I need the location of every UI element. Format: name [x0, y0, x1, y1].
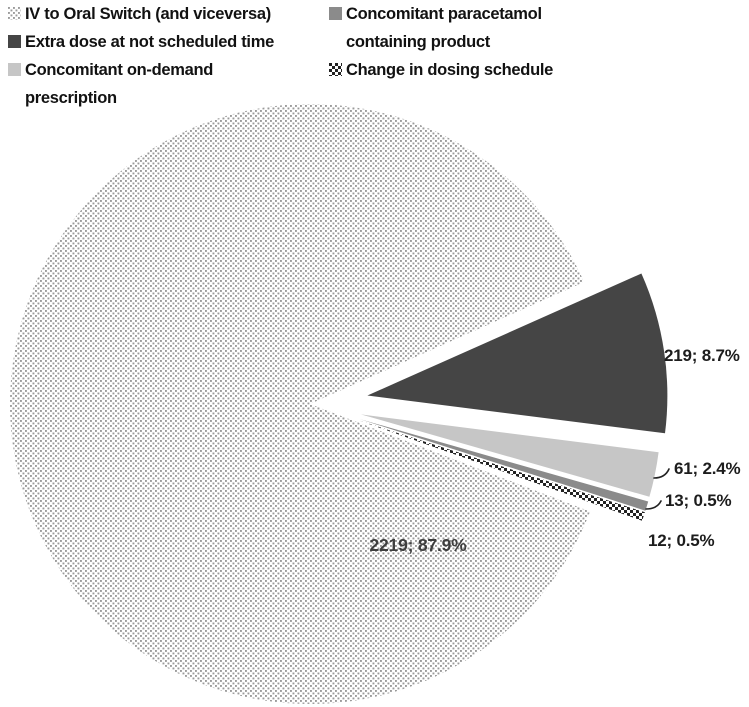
- pie-slices: [10, 103, 668, 704]
- pie-slice-concomitant-paracetamol: [359, 419, 649, 511]
- legend-label: Concomitant on-demand: [25, 61, 214, 79]
- leader-line-concomitant-paracetamol: [645, 500, 662, 510]
- pie-slice-iv-to-oral-switch: [10, 103, 591, 704]
- dark-square-swatch-icon: [8, 35, 21, 48]
- data-labels: 2219; 87.9% 219; 8.7% 61; 2.4% 13; 0.5% 12; …: [369, 346, 740, 555]
- legend-label: Change in dosing schedule: [346, 61, 554, 79]
- legend-item-concomitant-on-demand: Concomitant on-demand prescription: [8, 56, 323, 112]
- legend-item-change-dosing-schedule: Change in dosing schedule: [329, 56, 584, 84]
- pie-slice-extra-dose-not-scheduled: [367, 273, 668, 434]
- pie-slice-concomitant-on-demand: [360, 414, 659, 497]
- leader-line-concomitant-on-demand: [653, 468, 670, 479]
- legend-label: Extra dose at not scheduled time: [25, 33, 274, 51]
- data-label-iv-to-oral-switch: 2219; 87.9%: [369, 535, 467, 555]
- data-label-change-dosing-schedule: 12; 0.5%: [648, 531, 715, 550]
- legend-item-extra-dose: Extra dose at not scheduled time: [8, 28, 323, 56]
- legend-column-left: IV to Oral Switch (and viceversa) Extra …: [8, 0, 323, 112]
- dotted-pattern-swatch-icon: [8, 7, 21, 20]
- legend-item-concomitant-paracetamol: Concomitant paracetamol containing produ…: [329, 0, 584, 56]
- legend-label-line2: containing product: [346, 33, 491, 51]
- legend-label: Concomitant paracetamol: [346, 5, 542, 23]
- pie-slice-change-dosing-schedule: [359, 420, 645, 521]
- midgray-square-swatch-icon: [329, 7, 342, 20]
- lightgray-square-swatch-icon: [8, 63, 21, 76]
- legend-label: IV to Oral Switch (and viceversa): [25, 5, 271, 23]
- legend-item-iv-to-oral-switch: IV to Oral Switch (and viceversa): [8, 0, 323, 28]
- legend-label-line2: prescription: [25, 89, 117, 107]
- leader-lines: [645, 468, 670, 510]
- data-label-concomitant-on-demand: 61; 2.4%: [674, 459, 741, 478]
- data-label-extra-dose-not-scheduled: 219; 8.7%: [664, 346, 740, 365]
- checker-pattern-swatch-icon: [329, 63, 342, 76]
- data-label-concomitant-paracetamol: 13; 0.5%: [665, 491, 732, 510]
- legend-column-right: Concomitant paracetamol containing produ…: [329, 0, 584, 84]
